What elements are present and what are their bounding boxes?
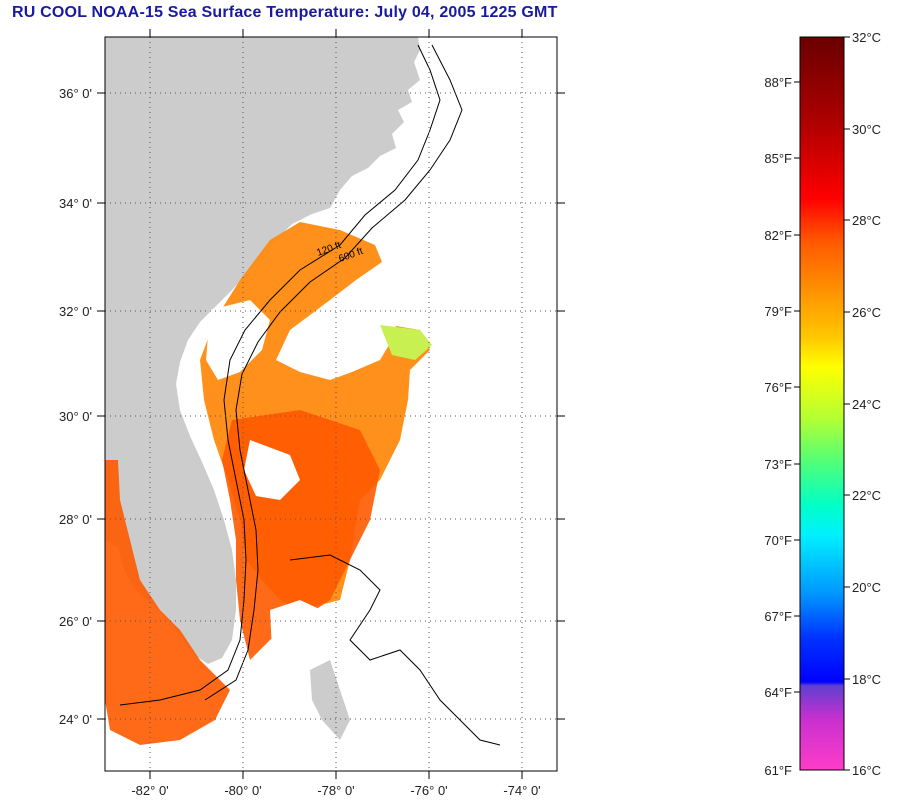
- celsius-label-16: 16°C: [852, 763, 881, 778]
- isobath-120ft: [119, 44, 441, 706]
- lat-label-30: 30° 0': [59, 409, 92, 424]
- colorbar-ramp: [799, 36, 845, 771]
- celsius-label-28: 28°C: [852, 213, 881, 228]
- isobath-600ft: [204, 44, 463, 701]
- land-mass-bahamas: [310, 660, 350, 740]
- fahrenheit-label-73: 73°F: [764, 457, 792, 472]
- colorbar: 32°C 30°C 28°C 26°C 24°C 22°C 20°C 18°C …: [764, 30, 881, 778]
- lat-label-26: 26° 0': [59, 614, 92, 629]
- map-title: RU COOL NOAA-15 Sea Surface Temperature:…: [12, 4, 558, 21]
- fahrenheit-label-61: 61°F: [764, 763, 792, 778]
- fahrenheit-label-88: 88°F: [764, 75, 792, 90]
- lat-label-32: 32° 0': [59, 304, 92, 319]
- graticule: [105, 37, 557, 771]
- celsius-label-30: 30°C: [852, 122, 881, 137]
- cloud-mask-3: [244, 440, 300, 500]
- map-frame: [104, 36, 558, 772]
- fahrenheit-label-79: 79°F: [764, 304, 792, 319]
- bahamas-bank-outline: [289, 554, 501, 746]
- fahrenheit-label-85: 85°F: [764, 151, 792, 166]
- cloud-mask-4: [270, 600, 340, 670]
- fahrenheit-label-76: 76°F: [764, 380, 792, 395]
- fahrenheit-label-70: 70°F: [764, 533, 792, 548]
- celsius-label-22: 22°C: [852, 488, 881, 503]
- fahrenheit-label-82: 82°F: [764, 228, 792, 243]
- celsius-label-24: 24°C: [852, 397, 881, 412]
- lat-label-28: 28° 0': [59, 512, 92, 527]
- cloud-mask-1: [276, 290, 400, 380]
- celsius-label-18: 18°C: [852, 672, 881, 687]
- lon-label-80: -80° 0': [224, 783, 261, 798]
- lon-label-78: -78° 0': [317, 783, 354, 798]
- lon-label-74: -74° 0': [503, 783, 540, 798]
- lat-label-34: 34° 0': [59, 196, 92, 211]
- cloud-mask-2: [206, 300, 270, 380]
- fahrenheit-label-64: 64°F: [764, 685, 792, 700]
- celsius-label-26: 26°C: [852, 305, 881, 320]
- lon-label-82: -82° 0': [131, 783, 168, 798]
- celsius-label-32: 32°C: [852, 30, 881, 45]
- lon-label-76: -76° 0': [410, 783, 447, 798]
- fahrenheit-label-67: 67°F: [764, 609, 792, 624]
- lat-label-36: 36° 0': [59, 86, 92, 101]
- axis-ticks: [97, 29, 565, 779]
- lat-label-24: 24° 0': [59, 712, 92, 727]
- map-plot-area: 120 ft 600 ft: [59, 29, 565, 798]
- sst-cool-patch: [380, 325, 432, 360]
- land-mass-us: [105, 37, 420, 664]
- sst-gulf-swath: [105, 460, 230, 745]
- celsius-label-20: 20°C: [852, 580, 881, 595]
